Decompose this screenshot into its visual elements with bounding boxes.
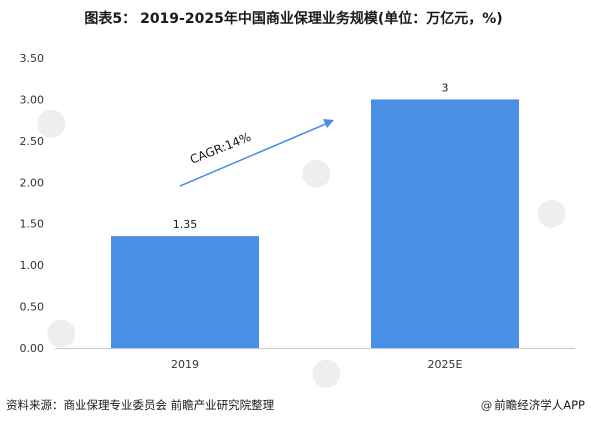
x-tick-label-2019: 2019	[171, 358, 199, 371]
cagr-arrow	[179, 119, 334, 187]
chart-title-prefix: 图表5：	[84, 11, 137, 27]
chart-title-text: 2019-2025年中国商业保理业务规模(单位：万亿元，%)	[140, 11, 503, 27]
data-label-2025E: 3	[442, 81, 449, 94]
y-tick-label: 2.00	[20, 176, 45, 189]
brand-label: @ 前瞻经济学人APP	[481, 397, 585, 413]
y-tick-label: 1.50	[20, 218, 45, 231]
data-labels-group: 1.35 3	[173, 81, 449, 231]
x-axis-tick-labels: 2019 2025E	[171, 358, 463, 371]
x-tick-label-2025E: 2025E	[428, 358, 463, 371]
brand-text: 前瞻经济学人APP	[494, 398, 585, 412]
y-tick-label: 3.00	[20, 93, 45, 106]
at-icon: @	[480, 398, 493, 412]
y-tick-label: 1.00	[20, 259, 45, 272]
bars-group	[111, 99, 519, 348]
cagr-annotation: CAGR:14%	[188, 130, 253, 167]
y-axis-tick-labels: 0.00 0.50 1.00 1.50 2.00 2.50 3.00 3.50	[20, 52, 45, 355]
data-label-2019: 1.35	[173, 218, 198, 231]
watermark-layer	[37, 109, 566, 388]
footer: 资料来源：商业保理专业委员会 前瞻产业研究院整理 @ 前瞻经济学人APP	[0, 397, 591, 417]
bar-2025E	[371, 99, 519, 348]
y-tick-label: 2.50	[20, 135, 45, 148]
y-tick-label: 0.50	[20, 301, 45, 314]
arrow-head-icon	[323, 119, 334, 128]
y-tick-label: 3.50	[20, 52, 45, 65]
chart-title: 图表5： 2019-2025年中国商业保理业务规模(单位：万亿元，%)	[0, 8, 591, 28]
source-note: 资料来源：商业保理专业委员会 前瞻产业研究院整理	[6, 398, 275, 412]
y-tick-label: 0.00	[20, 342, 45, 355]
bar-2019	[111, 236, 259, 348]
